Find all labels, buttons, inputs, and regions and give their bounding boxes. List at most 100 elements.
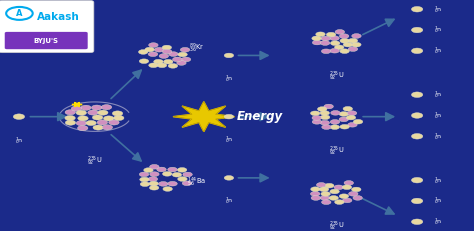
Text: $^1_0$n: $^1_0$n bbox=[434, 216, 442, 227]
Circle shape bbox=[182, 181, 191, 186]
Circle shape bbox=[320, 115, 330, 120]
Circle shape bbox=[150, 172, 159, 176]
Circle shape bbox=[140, 177, 149, 182]
Text: $^1_0$n: $^1_0$n bbox=[434, 25, 442, 35]
Circle shape bbox=[346, 115, 356, 120]
Circle shape bbox=[342, 185, 352, 190]
Circle shape bbox=[149, 43, 158, 47]
Circle shape bbox=[330, 41, 340, 46]
Circle shape bbox=[97, 120, 108, 125]
Circle shape bbox=[334, 185, 344, 190]
Circle shape bbox=[311, 196, 320, 200]
Text: $^1_0$n: $^1_0$n bbox=[434, 131, 442, 142]
Text: $^1_0$n: $^1_0$n bbox=[225, 73, 233, 84]
Circle shape bbox=[145, 47, 155, 52]
Circle shape bbox=[65, 116, 75, 121]
Circle shape bbox=[411, 92, 423, 97]
Circle shape bbox=[13, 114, 25, 119]
Circle shape bbox=[149, 185, 159, 190]
Circle shape bbox=[149, 63, 158, 68]
Text: $^{144}_{56}$Ba: $^{144}_{56}$Ba bbox=[187, 176, 206, 189]
Text: $^1_0$n: $^1_0$n bbox=[225, 134, 233, 145]
Text: $^1_0$n: $^1_0$n bbox=[225, 196, 233, 206]
Circle shape bbox=[168, 64, 178, 68]
Circle shape bbox=[312, 36, 321, 41]
Text: Energy: Energy bbox=[237, 110, 283, 123]
FancyBboxPatch shape bbox=[0, 0, 94, 53]
Circle shape bbox=[411, 27, 423, 33]
Text: Aakash: Aakash bbox=[36, 12, 79, 21]
Circle shape bbox=[348, 191, 358, 196]
Circle shape bbox=[348, 47, 358, 51]
Circle shape bbox=[224, 176, 234, 180]
Text: $^1_0$n: $^1_0$n bbox=[434, 89, 442, 100]
Circle shape bbox=[320, 196, 329, 200]
Circle shape bbox=[343, 106, 353, 111]
Circle shape bbox=[339, 194, 349, 198]
Circle shape bbox=[322, 125, 331, 129]
Circle shape bbox=[177, 61, 186, 65]
Text: $^{89}_{36}$Kr: $^{89}_{36}$Kr bbox=[189, 42, 204, 55]
Circle shape bbox=[224, 114, 234, 119]
Circle shape bbox=[224, 53, 234, 58]
Circle shape bbox=[177, 167, 187, 172]
Circle shape bbox=[93, 125, 103, 130]
Circle shape bbox=[180, 47, 190, 52]
Circle shape bbox=[344, 181, 354, 185]
Circle shape bbox=[330, 49, 339, 53]
Circle shape bbox=[353, 196, 363, 200]
Circle shape bbox=[317, 182, 326, 187]
Circle shape bbox=[335, 200, 344, 204]
Circle shape bbox=[340, 125, 349, 129]
Circle shape bbox=[411, 177, 423, 183]
Circle shape bbox=[318, 107, 327, 111]
Circle shape bbox=[155, 47, 164, 52]
Circle shape bbox=[114, 116, 124, 121]
Circle shape bbox=[339, 34, 349, 38]
Circle shape bbox=[81, 105, 91, 110]
Circle shape bbox=[339, 117, 348, 122]
Circle shape bbox=[144, 168, 153, 172]
Text: $^1_0$n: $^1_0$n bbox=[434, 196, 442, 206]
Circle shape bbox=[347, 111, 357, 116]
Circle shape bbox=[330, 36, 339, 40]
Circle shape bbox=[103, 116, 114, 121]
Circle shape bbox=[352, 42, 361, 47]
Circle shape bbox=[78, 116, 88, 121]
Circle shape bbox=[339, 112, 348, 116]
Circle shape bbox=[173, 57, 182, 62]
Circle shape bbox=[319, 187, 329, 191]
Text: $^1_0$n: $^1_0$n bbox=[15, 136, 23, 146]
FancyBboxPatch shape bbox=[5, 32, 88, 49]
Circle shape bbox=[163, 49, 172, 54]
Circle shape bbox=[154, 59, 163, 64]
Circle shape bbox=[312, 116, 321, 120]
Circle shape bbox=[140, 182, 150, 186]
Circle shape bbox=[321, 49, 331, 54]
Circle shape bbox=[340, 49, 349, 53]
Circle shape bbox=[101, 105, 112, 110]
Polygon shape bbox=[72, 102, 82, 107]
Circle shape bbox=[411, 6, 423, 12]
Circle shape bbox=[320, 120, 329, 125]
Circle shape bbox=[331, 111, 340, 115]
Circle shape bbox=[411, 198, 423, 204]
Circle shape bbox=[321, 191, 330, 196]
Circle shape bbox=[312, 119, 322, 124]
Circle shape bbox=[102, 125, 112, 130]
Circle shape bbox=[335, 45, 344, 50]
Circle shape bbox=[139, 172, 149, 177]
Circle shape bbox=[316, 32, 325, 36]
Circle shape bbox=[321, 36, 330, 41]
Circle shape bbox=[343, 42, 353, 47]
Circle shape bbox=[158, 182, 168, 186]
Circle shape bbox=[340, 39, 349, 43]
Circle shape bbox=[325, 183, 334, 188]
Circle shape bbox=[159, 54, 169, 58]
Circle shape bbox=[168, 167, 177, 172]
Circle shape bbox=[330, 125, 339, 129]
Circle shape bbox=[98, 110, 108, 115]
Circle shape bbox=[411, 113, 423, 118]
Circle shape bbox=[149, 181, 158, 186]
Circle shape bbox=[352, 187, 361, 192]
